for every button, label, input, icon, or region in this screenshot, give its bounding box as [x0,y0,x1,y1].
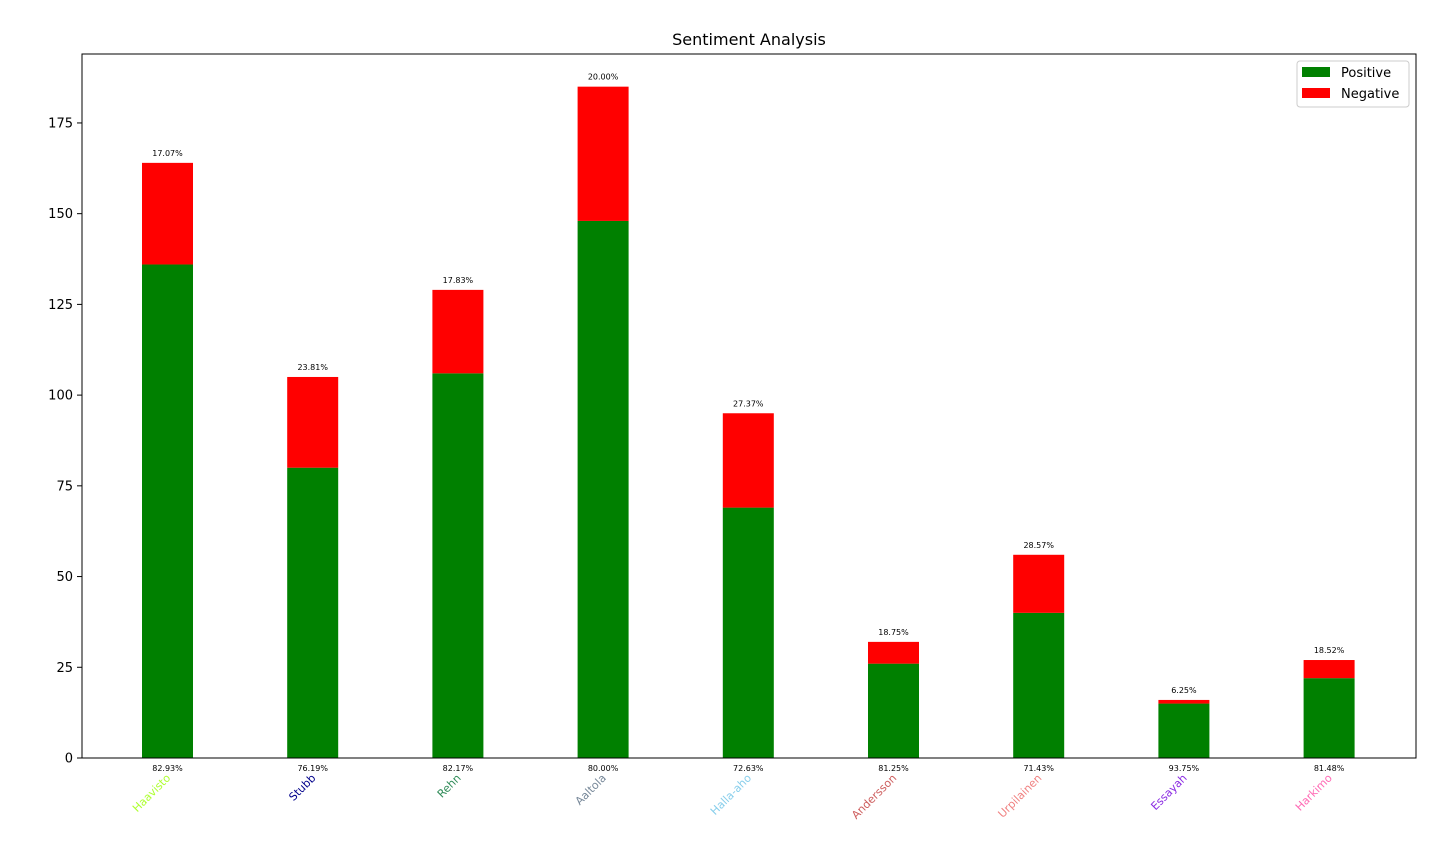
data-label-negative: 17.07% [152,149,183,158]
data-label-positive: 81.48% [1314,764,1345,773]
bar-positive [142,264,193,758]
bar-negative [287,376,339,468]
bar-positive [287,467,339,758]
y-tick-label: 175 [48,116,73,131]
data-label-negative: 18.75% [878,628,909,637]
y-tick-label: 150 [48,207,73,222]
y-tick-label: 125 [48,298,73,313]
x-tick-label: Harkimo [1293,771,1335,813]
bars-group: 17.07% 82.93% 23.81% 76.19% 17.83% 82.17% 20.0… [142,73,1355,773]
data-label-negative: 18.52% [1314,646,1345,655]
data-label-positive: 93.75% [1169,764,1200,773]
data-label-negative: 23.81% [297,363,328,372]
y-tick-label: 25 [56,661,73,676]
legend: Positive Negative [1296,60,1410,108]
y-tick-label: 100 [48,389,73,404]
x-tick-label: Aaltola [573,772,609,808]
x-tick-label: Haavisto [130,771,173,814]
data-label-negative: 6.25% [1171,686,1197,695]
data-label-negative: 17.83% [443,276,474,285]
bar-positive [1013,612,1065,758]
x-tick-label: Halla-aho [708,771,754,817]
data-label-positive: 81.25% [878,764,909,773]
x-tick-label: Urpilainen [996,772,1045,821]
x-tick-label: Rehn [435,772,464,801]
data-label-negative: 20.00% [588,73,619,82]
bar-negative [1158,699,1210,704]
data-label-positive: 80.00% [588,764,619,773]
bar-negative [432,289,484,374]
bar-positive [1158,703,1210,758]
bar-positive [868,663,919,758]
legend-label: Positive [1341,66,1391,81]
bar-positive [577,220,629,758]
plot-frame [81,53,1417,759]
x-tick-label: Andersson [849,772,899,822]
data-label-positive: 72.63% [733,764,764,773]
bar-positive [722,507,774,758]
bar-negative [868,641,919,664]
bar-negative [142,162,193,265]
x-tick-label: Essayah [1148,772,1189,813]
bar-negative [577,86,629,221]
legend-label: Negative [1341,87,1399,102]
y-tick-label: 50 [56,570,73,585]
x-tick-label: Stubb [286,772,318,804]
y-tick-label: 0 [65,752,73,767]
bar-positive [1303,678,1355,758]
data-label-positive: 76.19% [297,764,328,773]
y-tick-label: 75 [56,479,73,494]
data-label-positive: 71.43% [1023,764,1054,773]
legend-swatch [1302,88,1330,98]
data-label-positive: 82.17% [443,764,474,773]
bar-positive [432,373,484,758]
data-label-negative: 28.57% [1023,541,1054,550]
legend-swatch [1302,67,1330,77]
bar-negative [722,413,774,508]
data-label-positive: 82.93% [152,764,183,773]
bar-negative [1303,660,1355,679]
data-label-negative: 27.37% [733,399,764,408]
bar-negative [1013,554,1065,613]
chart-title: Sentiment Analysis [672,30,826,49]
